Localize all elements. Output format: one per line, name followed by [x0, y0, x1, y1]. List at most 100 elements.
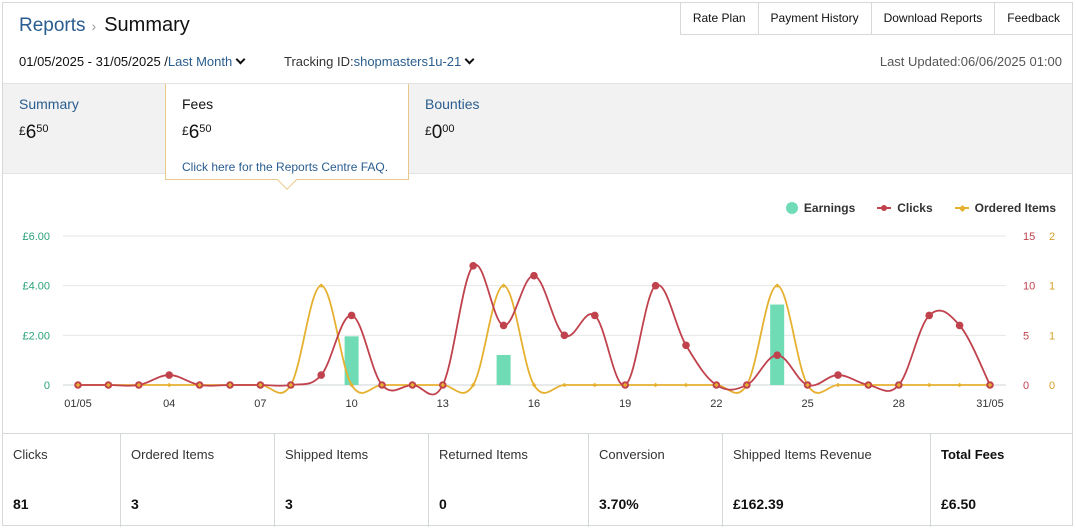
date-range-text: 01/05/2025 - 31/05/2025 / [19, 54, 168, 69]
ordered-items-point [410, 382, 415, 388]
x-tick-label: 22 [710, 398, 722, 410]
bounties-amount: £000 [425, 122, 593, 144]
y-left-tick-label: £2.00 [22, 330, 50, 342]
payment-history-tab[interactable]: Payment History [757, 3, 871, 35]
x-tick-label: 16 [528, 398, 540, 410]
tracking-id-filter: Tracking ID:shopmasters1u-21 [284, 54, 475, 69]
amount-whole: 6 [188, 122, 200, 143]
y-right-tick-label: 15 [1023, 231, 1035, 243]
legend-clicks[interactable]: Clicks [877, 201, 933, 215]
legend-ordered-items[interactable]: Ordered Items [954, 201, 1056, 215]
tracking-id-label: Tracking ID: [284, 54, 354, 69]
chart-legend: Earnings Clicks Ordered Items [785, 201, 1056, 215]
ordered-items-point [805, 382, 810, 388]
breadcrumb-reports-link[interactable]: Reports [19, 15, 86, 36]
earnings-bar [770, 304, 785, 385]
earnings-bar [344, 336, 359, 385]
tab-fees-title: Fees [182, 96, 214, 112]
currency-symbol: £ [19, 124, 26, 138]
summary-amount: £650 [19, 122, 149, 144]
clicks-point [682, 341, 690, 350]
tracking-id-dropdown[interactable]: shopmasters1u-21 [353, 54, 462, 69]
earnings-bar [496, 354, 511, 385]
clicks-point [925, 311, 933, 320]
stat-shipped-items-revenue: Shipped Items Revenue £162.39 [723, 434, 931, 527]
chart-svg: 0 £2.00 £4.00 £6.00 0 5 10 15 0 1 1 2 01/05 04 07 10 13 1… [22, 231, 1055, 410]
ordered-items-point [531, 382, 537, 388]
ordered-items-point [653, 382, 658, 388]
legend-earnings[interactable]: Earnings [785, 201, 856, 215]
ordered-items-point [440, 382, 446, 388]
stat-conversion: Conversion 3.70% [589, 434, 723, 527]
download-reports-tab[interactable]: Download Reports [870, 3, 995, 35]
chevron-down-icon[interactable] [464, 54, 475, 65]
stat-ordered-items: Ordered Items 3 [121, 434, 275, 527]
tab-bounties[interactable]: Bounties £000 [409, 84, 609, 175]
stat-label: Returned Items [439, 447, 528, 462]
ordered-items-point [379, 382, 385, 388]
clicks-point [317, 371, 326, 379]
ordered-items-point [987, 382, 993, 388]
y-right-tick-label: 0 [1023, 380, 1029, 392]
y-left-tick-label: 0 [44, 380, 50, 392]
ordered-items-point [744, 382, 750, 388]
top-nav-tabs: Rate Plan Payment History Download Repor… [679, 3, 1072, 35]
ordered-items-point [896, 382, 902, 388]
ordered-items-point [227, 382, 233, 388]
ordered-items-point [926, 382, 932, 388]
ordered-items-point [288, 382, 294, 388]
period-dropdown[interactable]: Last Month [167, 54, 233, 69]
y-left-tick-label: £6.00 [22, 231, 50, 243]
y-right2-tick-label: 0 [1049, 380, 1055, 392]
stat-label: Conversion [599, 447, 665, 462]
ordered-items-point [197, 382, 202, 388]
legend-earnings-label: Earnings [803, 201, 856, 215]
y-right2-tick-label: 1 [1049, 330, 1055, 342]
clicks-line [77, 263, 991, 396]
stat-label: Shipped Items Revenue [733, 447, 872, 462]
ordered-items-line [77, 284, 990, 394]
y-right-tick-label: 10 [1023, 281, 1035, 293]
stat-clicks: Clicks 81 [3, 434, 121, 527]
stat-shipped-items: Shipped Items 3 [275, 434, 429, 527]
ordered-items-point [166, 382, 172, 388]
rate-plan-tab[interactable]: Rate Plan [679, 3, 758, 35]
x-tick-label: 04 [163, 398, 175, 410]
feedback-tab[interactable]: Feedback [994, 3, 1072, 35]
clicks-legend-icon [877, 205, 892, 211]
tab-summary-title: Summary [19, 96, 79, 112]
filter-row: 01/05/2025 - 31/05/2025 /Last Month Trac… [19, 54, 1062, 72]
currency-symbol: £ [425, 124, 432, 138]
stat-total-fees: Total Fees £6.50 [931, 434, 1072, 527]
clicks-point [165, 371, 173, 379]
tab-bounties-title: Bounties [425, 96, 480, 112]
reports-faq-link[interactable]: Click here for the Reports Centre FAQ. [182, 160, 389, 174]
breadcrumb-separator: › [91, 18, 97, 34]
amount-fraction: 00 [442, 123, 455, 135]
clicks-point [499, 321, 508, 330]
stats-bar: Clicks 81 Ordered Items 3 Shipped Items … [3, 433, 1072, 527]
ordered-items-point [683, 382, 689, 388]
stat-value: 3 [131, 496, 139, 512]
clicks-point [560, 331, 569, 340]
summary-tabs: Summary £650 Fees £650 Click here for th… [3, 83, 1072, 190]
clicks-point [773, 351, 781, 359]
tab-fees[interactable]: Fees £650 Click here for the Reports Cen… [165, 84, 409, 190]
last-updated: Last Updated:06/06/2025 01:00 [879, 54, 1062, 69]
fees-amount: £650 [182, 122, 392, 144]
stat-label: Clicks [13, 447, 48, 462]
breadcrumb: Reports › Summary [19, 14, 190, 37]
date-range-filter: 01/05/2025 - 31/05/2025 /Last Month [19, 54, 246, 69]
y-right-tick-label: 5 [1023, 330, 1029, 342]
x-tick-label: 28 [893, 398, 905, 410]
x-tick-label: 25 [801, 398, 813, 410]
stat-label: Ordered Items [131, 447, 215, 462]
chevron-down-icon[interactable] [235, 54, 246, 65]
clicks-point [955, 321, 964, 330]
amount-fraction: 50 [199, 123, 212, 135]
stat-label: Total Fees [941, 447, 1005, 462]
amount-whole: 6 [25, 122, 37, 143]
legend-clicks-label: Clicks [897, 201, 933, 215]
tab-summary[interactable]: Summary £650 [3, 84, 165, 175]
